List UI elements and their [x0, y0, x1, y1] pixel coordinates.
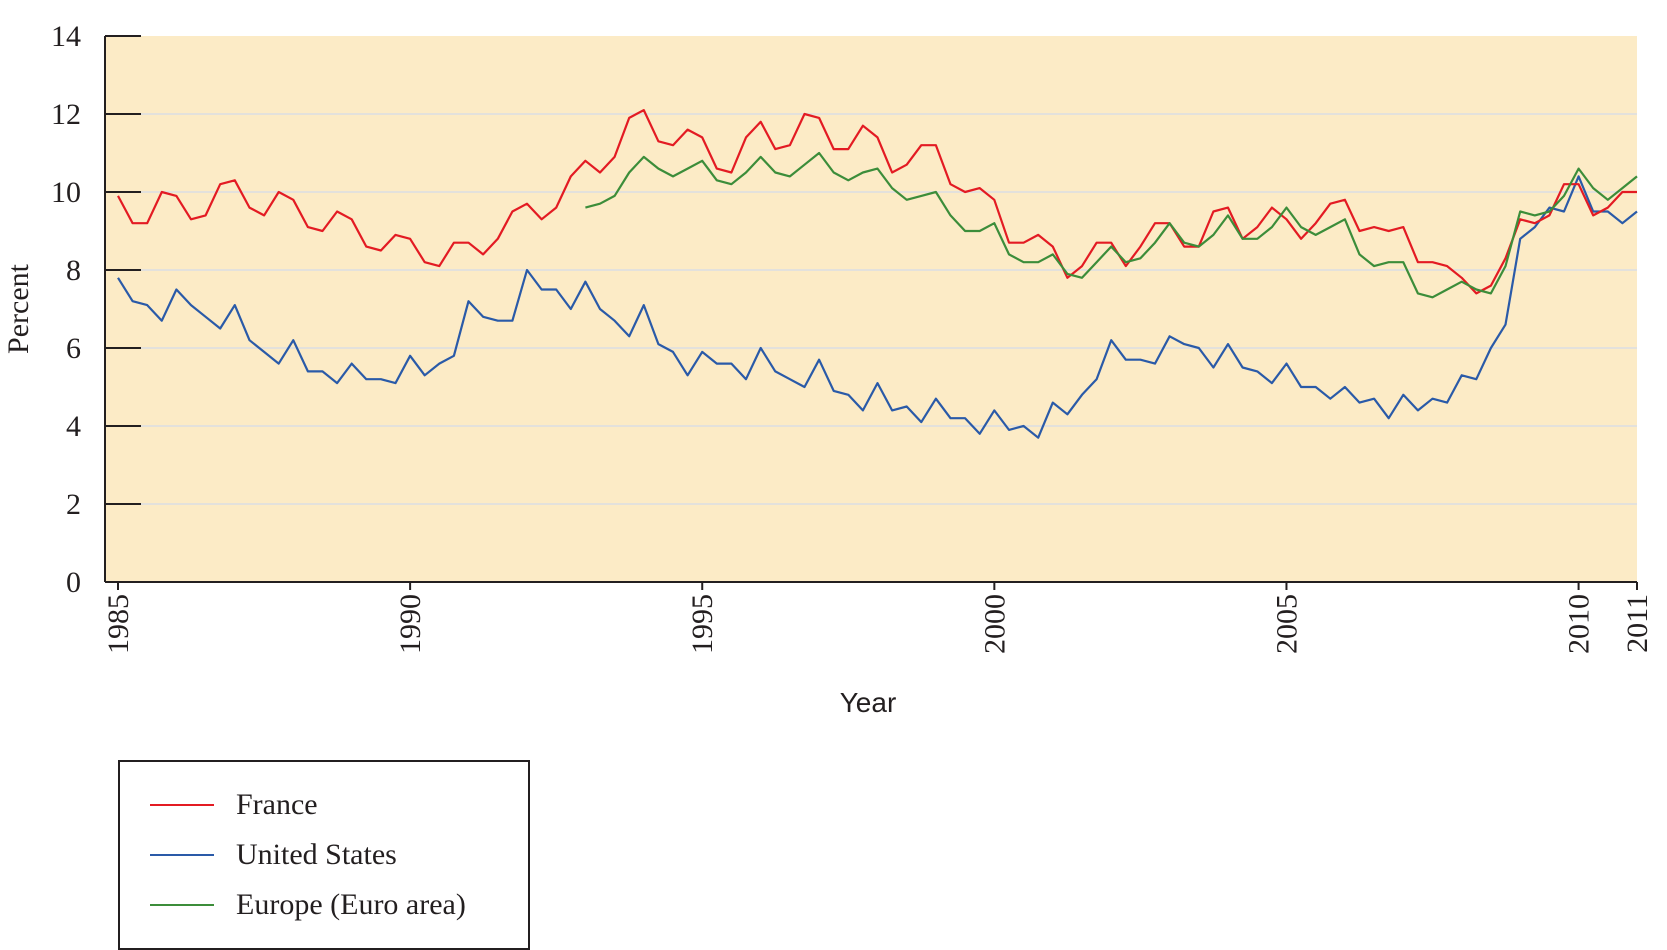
legend-swatch-euro-area: [150, 904, 214, 906]
x-tick-label-2011: 2011: [1621, 594, 1654, 653]
x-axis-title: Year: [840, 687, 897, 718]
y-tick-label-10: 10: [51, 176, 81, 209]
x-tick-label-2000: 2000: [978, 594, 1011, 654]
series-line-france: [117, 109, 1637, 295]
y-axis-title: Percent: [2, 263, 35, 354]
gridlines: [105, 113, 1637, 505]
y-tick-label-6: 6: [66, 332, 81, 365]
legend-item-united-states: United States: [150, 835, 397, 875]
legend-label-united-states: United States: [236, 838, 397, 871]
y-ticks: 0 2 4 6 8 10 12 14: [51, 20, 141, 599]
y-tick-label-8: 8: [66, 254, 81, 287]
series-line-united-states: [117, 175, 1638, 439]
line-chart: 0 2 4 6 8 10 12 14 1985 1990 1995 2000 2005 2010 2011…: [2, 20, 1654, 718]
x-ticks: 1985 1990 1995 2000 2005 2010 2011: [102, 582, 1654, 654]
y-tick-label-0: 0: [66, 566, 81, 599]
series-lines: [117, 109, 1638, 439]
y-tick-label-14: 14: [51, 20, 81, 53]
legend-swatch-france: [150, 804, 214, 806]
legend: France United States Europe (Euro area): [118, 760, 530, 950]
x-tick-label-1985: 1985: [102, 594, 135, 654]
legend-item-france: France: [150, 785, 318, 825]
y-tick-label-4: 4: [66, 410, 81, 443]
x-tick-label-1995: 1995: [686, 594, 719, 654]
legend-label-france: France: [236, 788, 318, 821]
series-line-europe-euro-area: [585, 151, 1638, 299]
x-tick-label-1990: 1990: [394, 594, 427, 654]
y-tick-label-12: 12: [51, 98, 81, 131]
x-tick-label-2010: 2010: [1563, 594, 1596, 654]
legend-label-euro-area: Europe (Euro area): [236, 888, 466, 921]
x-tick-label-2005: 2005: [1270, 594, 1303, 654]
y-tick-label-2: 2: [66, 488, 81, 521]
legend-item-euro-area: Europe (Euro area): [150, 885, 466, 925]
axes: [104, 36, 1637, 583]
plot-area: [105, 36, 1637, 582]
legend-swatch-united-states: [150, 854, 214, 856]
